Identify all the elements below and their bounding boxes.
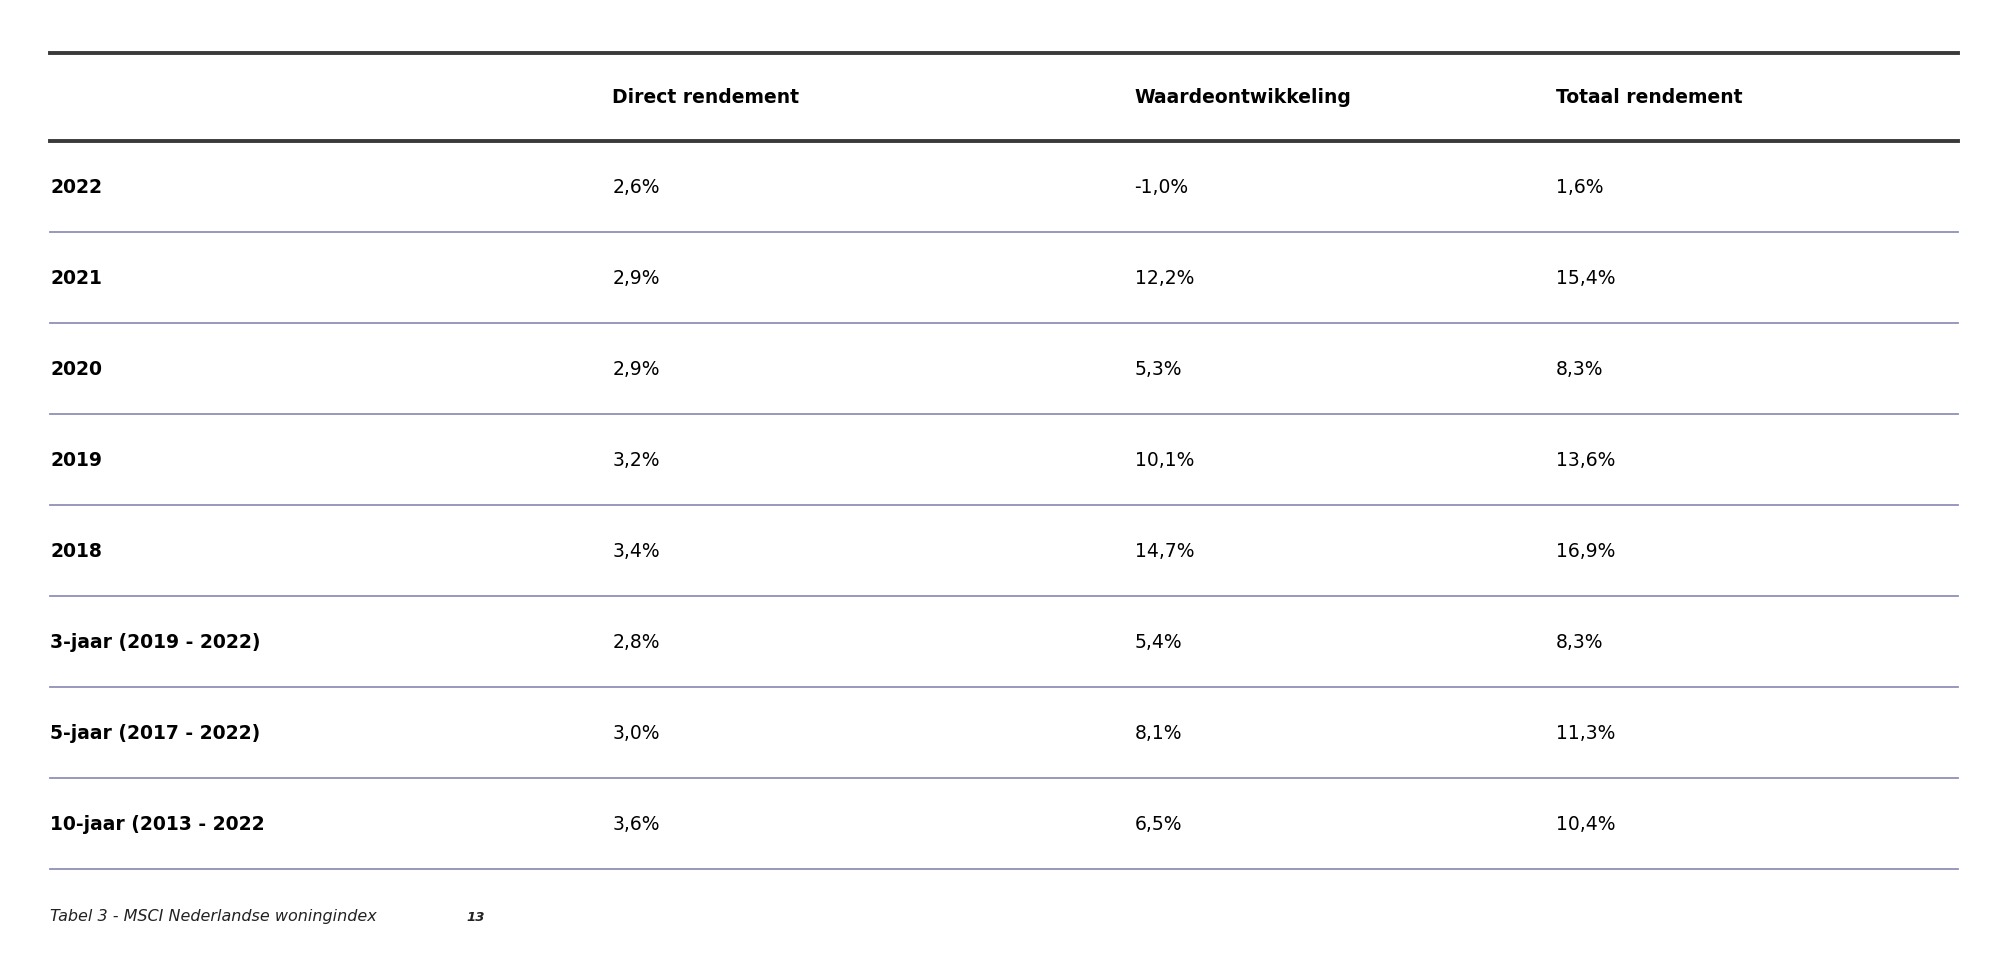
Text: 2,6%: 2,6%: [612, 178, 660, 197]
Text: 8,3%: 8,3%: [1555, 633, 1604, 651]
Text: 5-jaar (2017 - 2022): 5-jaar (2017 - 2022): [50, 724, 261, 742]
Text: 3,6%: 3,6%: [612, 815, 660, 833]
Text: 8,1%: 8,1%: [1134, 724, 1182, 742]
Text: 16,9%: 16,9%: [1555, 542, 1616, 560]
Text: 2,8%: 2,8%: [612, 633, 660, 651]
Text: 15,4%: 15,4%: [1555, 269, 1616, 288]
Text: Totaal rendement: Totaal rendement: [1555, 88, 1742, 108]
Text: 5,3%: 5,3%: [1134, 360, 1182, 378]
Text: 2020: 2020: [50, 360, 102, 378]
Text: 10,4%: 10,4%: [1555, 815, 1616, 833]
Text: 2021: 2021: [50, 269, 102, 288]
Text: 13: 13: [466, 911, 484, 923]
Text: Direct rendement: Direct rendement: [612, 88, 799, 108]
Text: 3,4%: 3,4%: [612, 542, 660, 560]
Text: 3,2%: 3,2%: [612, 451, 660, 469]
Text: 2,9%: 2,9%: [612, 360, 660, 378]
Text: 3-jaar (2019 - 2022): 3-jaar (2019 - 2022): [50, 633, 261, 651]
Text: 14,7%: 14,7%: [1134, 542, 1194, 560]
Text: 10,1%: 10,1%: [1134, 451, 1194, 469]
Text: 2018: 2018: [50, 542, 102, 560]
Text: 2022: 2022: [50, 178, 102, 197]
Text: Waardeontwikkeling: Waardeontwikkeling: [1134, 88, 1351, 108]
Text: 3,0%: 3,0%: [612, 724, 660, 742]
Text: 5,4%: 5,4%: [1134, 633, 1182, 651]
Text: 11,3%: 11,3%: [1555, 724, 1616, 742]
Text: 2019: 2019: [50, 451, 102, 469]
Text: 6,5%: 6,5%: [1134, 815, 1182, 833]
Text: -1,0%: -1,0%: [1134, 178, 1188, 197]
Text: Tabel 3 - MSCI Nederlandse woningindex: Tabel 3 - MSCI Nederlandse woningindex: [50, 909, 377, 923]
Text: 8,3%: 8,3%: [1555, 360, 1604, 378]
Text: 10-jaar (2013 - 2022: 10-jaar (2013 - 2022: [50, 815, 265, 833]
Text: 13,6%: 13,6%: [1555, 451, 1616, 469]
Text: 2,9%: 2,9%: [612, 269, 660, 288]
Text: 12,2%: 12,2%: [1134, 269, 1194, 288]
Text: 1,6%: 1,6%: [1555, 178, 1604, 197]
